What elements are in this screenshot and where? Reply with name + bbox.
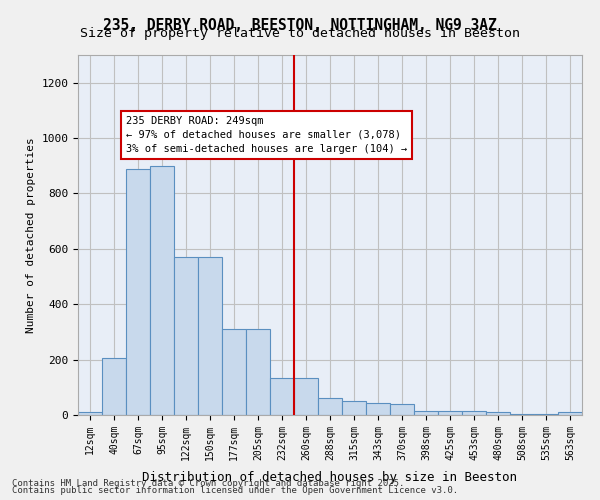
Bar	[510, 414, 534, 415]
X-axis label: Distribution of detached houses by size in Beeston: Distribution of detached houses by size …	[143, 471, 517, 484]
Bar	[174, 257, 198, 415]
Bar	[78, 412, 102, 415]
Bar	[198, 257, 222, 415]
Bar	[366, 402, 390, 415]
Bar	[150, 166, 174, 415]
Bar	[414, 411, 438, 415]
Text: Contains public sector information licensed under the Open Government Licence v3: Contains public sector information licen…	[12, 486, 458, 495]
Bar	[294, 378, 318, 415]
Bar	[462, 411, 486, 415]
Bar	[102, 358, 126, 415]
Bar	[246, 329, 270, 415]
Text: 235 DERBY ROAD: 249sqm
← 97% of detached houses are smaller (3,078)
3% of semi-d: 235 DERBY ROAD: 249sqm ← 97% of detached…	[126, 116, 407, 154]
Bar	[390, 404, 414, 415]
Bar	[486, 412, 510, 415]
Bar	[318, 398, 342, 415]
Text: Size of property relative to detached houses in Beeston: Size of property relative to detached ho…	[80, 28, 520, 40]
Bar	[126, 168, 150, 415]
Bar	[222, 329, 246, 415]
Bar	[342, 401, 366, 415]
Bar	[534, 414, 558, 415]
Y-axis label: Number of detached properties: Number of detached properties	[26, 137, 36, 333]
Bar	[438, 411, 462, 415]
Text: 235, DERBY ROAD, BEESTON, NOTTINGHAM, NG9 3AZ: 235, DERBY ROAD, BEESTON, NOTTINGHAM, NG…	[103, 18, 497, 32]
Bar	[270, 378, 294, 415]
Text: Contains HM Land Registry data © Crown copyright and database right 2025.: Contains HM Land Registry data © Crown c…	[12, 478, 404, 488]
Bar	[558, 412, 582, 415]
